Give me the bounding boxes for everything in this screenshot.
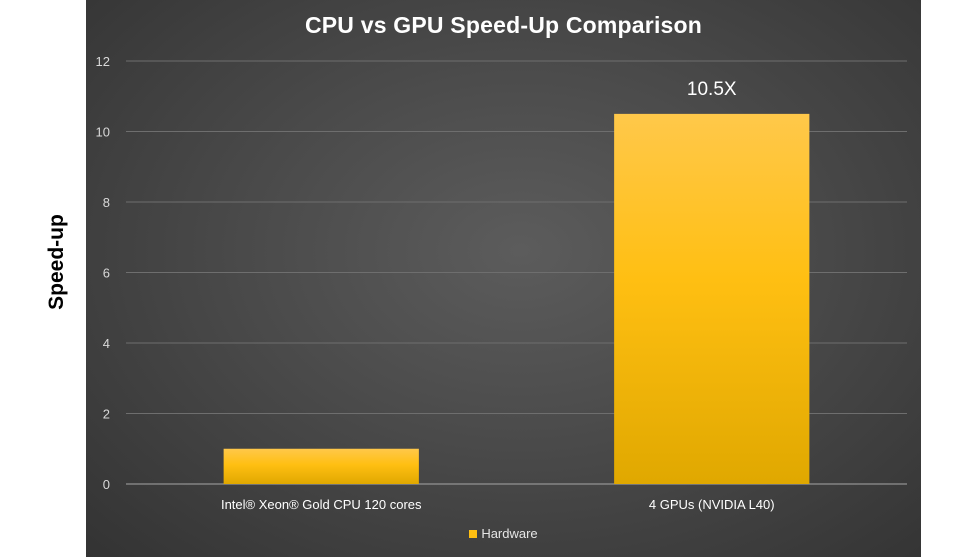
x-category-label: 4 GPUs (NVIDIA L40) <box>649 497 775 512</box>
y-tick-label: 10 <box>96 125 110 140</box>
bar-2 <box>614 113 810 484</box>
bar-data-label: 10.5X <box>687 79 737 100</box>
chart-panel: CPU vs GPU Speed-Up Comparison 0 2 4 6 8 10 12… <box>86 0 921 557</box>
bar-1 <box>223 448 419 484</box>
legend: Hardware <box>86 525 921 541</box>
y-tick-label: 12 <box>96 54 110 69</box>
y-tick-label: 4 <box>103 336 110 351</box>
y-tick-label: 6 <box>103 266 110 281</box>
x-category-label: Intel® Xeon® Gold CPU 120 cores <box>221 497 422 512</box>
chart-title: CPU vs GPU Speed-Up Comparison <box>304 12 703 38</box>
plot-area: 0 2 4 6 8 10 12 Intel® Xeon® Gold CPU 120 core… <box>96 54 907 512</box>
y-tick-label: 8 <box>103 195 110 210</box>
legend-label-hardware: Hardware <box>481 526 538 542</box>
y-tick-label: 2 <box>103 407 110 422</box>
y-tick-label: 0 <box>103 477 110 492</box>
y-axis-title: Speed-up <box>45 214 68 310</box>
legend-swatch-hardware <box>469 529 478 538</box>
